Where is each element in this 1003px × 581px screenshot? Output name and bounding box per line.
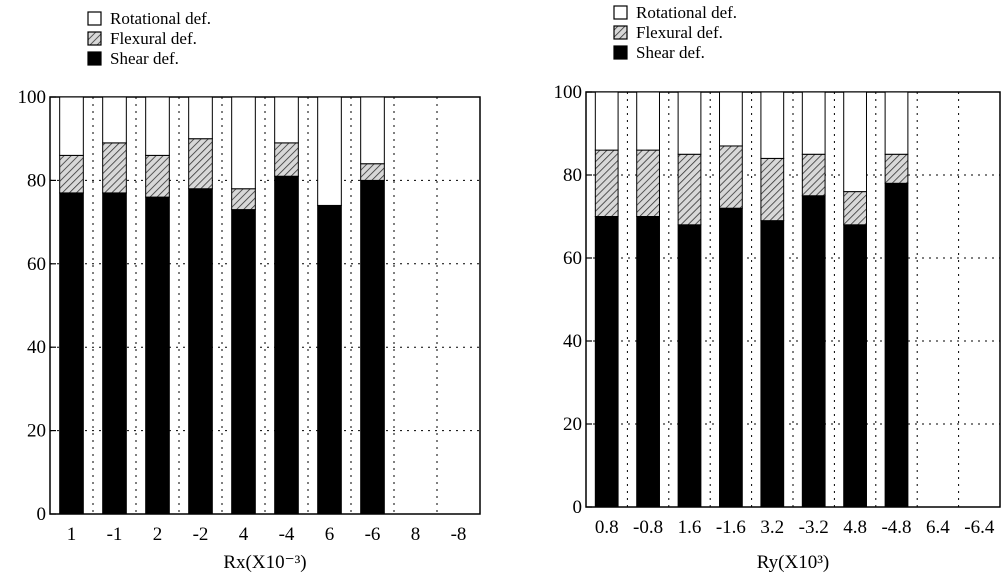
legend-label: Flexural def. <box>636 23 723 42</box>
bar-segment-shear-def <box>317 204 342 515</box>
legend-label: Flexural def. <box>110 29 197 48</box>
bar-segment-rotational-def <box>231 96 256 190</box>
bar-segment-flexural-def <box>594 149 619 218</box>
bar-segment-shear-def <box>719 207 743 508</box>
x-tick-label: 8 <box>411 524 421 545</box>
bar-segment-flexural-def <box>274 142 299 177</box>
y-tick-label: 40 <box>27 337 46 358</box>
bar-segment-shear-def <box>884 182 909 508</box>
y-tick-label: 0 <box>573 497 583 518</box>
bar-segment-rotational-def <box>145 96 170 156</box>
bar-segment-rotational-def <box>801 91 826 155</box>
x-tick-label: 6.4 <box>926 517 950 538</box>
x-tick-label: -1.6 <box>716 517 746 538</box>
bar-segment-shear-def <box>760 220 785 508</box>
bar-segment-shear-def <box>636 216 660 508</box>
y-tick-label: 20 <box>27 421 46 442</box>
x-tick-label: 1 <box>67 524 77 545</box>
bar-segment-flexural-def <box>636 149 660 218</box>
x-axis-label: Ry(X10³) <box>757 552 829 573</box>
y-tick-label: 80 <box>563 165 582 186</box>
bar-segment-flexural-def <box>59 154 84 194</box>
bar-segment-flexural-def <box>843 191 867 226</box>
legend-label: Rotational def. <box>110 9 211 28</box>
x-tick-label: 2 <box>153 524 163 545</box>
legend: Rotational def.Flexural def.Shear def. <box>87 9 211 68</box>
bar-segment-shear-def <box>801 195 826 508</box>
chart-rx: 0 20 40 60 80 100 1 -1 2 -2 4 -4 6 -6 8 -8 Rx(X10⁻³) Rota… <box>18 9 481 573</box>
x-tick-label: 0.8 <box>595 517 619 538</box>
bar-segment-flexural-def <box>145 154 170 198</box>
y-tick-label: 20 <box>563 414 582 435</box>
y-tick-label: 100 <box>554 82 583 103</box>
bar-segment-shear-def <box>145 196 170 515</box>
y-tick-label: 100 <box>18 87 47 108</box>
legend-swatch <box>87 31 102 46</box>
bar-segment-flexural-def <box>231 188 256 211</box>
bar-segment-rotational-def <box>102 96 127 144</box>
bar-segment-shear-def <box>59 192 84 515</box>
x-tick-label: -3.2 <box>799 517 829 538</box>
bar-segment-rotational-def <box>719 91 743 147</box>
x-tick-label: 1.6 <box>678 517 702 538</box>
bar-segment-flexural-def <box>102 142 127 194</box>
bar-segment-rotational-def <box>884 91 909 155</box>
x-tick-label: -1 <box>107 524 123 545</box>
bar-segment-shear-def <box>677 224 702 508</box>
legend-swatch <box>87 11 102 26</box>
bar-segment-rotational-def <box>360 96 385 165</box>
chart-ry: 0 20 40 60 80 100 0.8 -0.8 1.6 -1.6 3.2 -3.2 4.8 -4.8… <box>554 3 1001 573</box>
y-tick-label: 60 <box>27 254 46 275</box>
legend-swatch <box>87 51 102 66</box>
x-tick-label: -0.8 <box>633 517 663 538</box>
bar-segment-shear-def <box>843 224 867 508</box>
x-tick-label: 6 <box>325 524 335 545</box>
y-tick-label: 60 <box>563 248 582 269</box>
y-tick-label: 0 <box>37 504 47 525</box>
bar-segment-rotational-def <box>317 96 342 206</box>
bar-segment-rotational-def <box>843 91 867 193</box>
legend-swatch <box>613 5 628 20</box>
legend-swatch <box>613 45 628 60</box>
bar-segment-rotational-def <box>636 91 660 151</box>
bar-segment-rotational-def <box>59 96 84 156</box>
bar-segment-rotational-def <box>274 96 299 144</box>
bar-segment-flexural-def <box>188 138 213 190</box>
legend-label: Shear def. <box>110 49 179 68</box>
bar-segment-shear-def <box>594 216 619 508</box>
x-tick-label: -8 <box>451 524 467 545</box>
x-tick-label: 4.8 <box>843 517 867 538</box>
x-tick-label: -4 <box>279 524 295 545</box>
x-tick-label: -6 <box>365 524 381 545</box>
bar-segment-flexural-def <box>801 153 826 197</box>
legend-label: Shear def. <box>636 43 705 62</box>
bar-segment-shear-def <box>102 192 127 515</box>
x-tick-label: -2 <box>193 524 209 545</box>
bar-segment-rotational-def <box>677 91 702 155</box>
bar-segment-shear-def <box>360 179 385 515</box>
legend-swatch <box>613 25 628 40</box>
x-tick-label: 3.2 <box>760 517 784 538</box>
legend-label: Rotational def. <box>636 3 737 22</box>
bar-segment-flexural-def <box>884 153 909 184</box>
x-tick-label: -6.4 <box>964 517 995 538</box>
x-axis-label: Rx(X10⁻³) <box>223 552 306 573</box>
bar-segment-rotational-def <box>594 91 619 151</box>
bar-segment-flexural-def <box>719 145 743 209</box>
bar-segment-flexural-def <box>677 153 702 226</box>
bar-segment-flexural-def <box>360 163 385 181</box>
bar-segment-shear-def <box>231 209 256 515</box>
x-tick-label: 4 <box>239 524 249 545</box>
bar-segment-shear-def <box>274 175 299 515</box>
y-tick-label: 80 <box>27 170 46 191</box>
bar-segment-rotational-def <box>760 91 785 159</box>
bar-segment-flexural-def <box>760 157 785 222</box>
bar-segment-rotational-def <box>188 96 213 140</box>
x-tick-label: -4.8 <box>881 517 911 538</box>
legend: Rotational def.Flexural def.Shear def. <box>613 3 737 62</box>
y-tick-label: 40 <box>563 331 582 352</box>
bar-segment-shear-def <box>188 188 213 515</box>
